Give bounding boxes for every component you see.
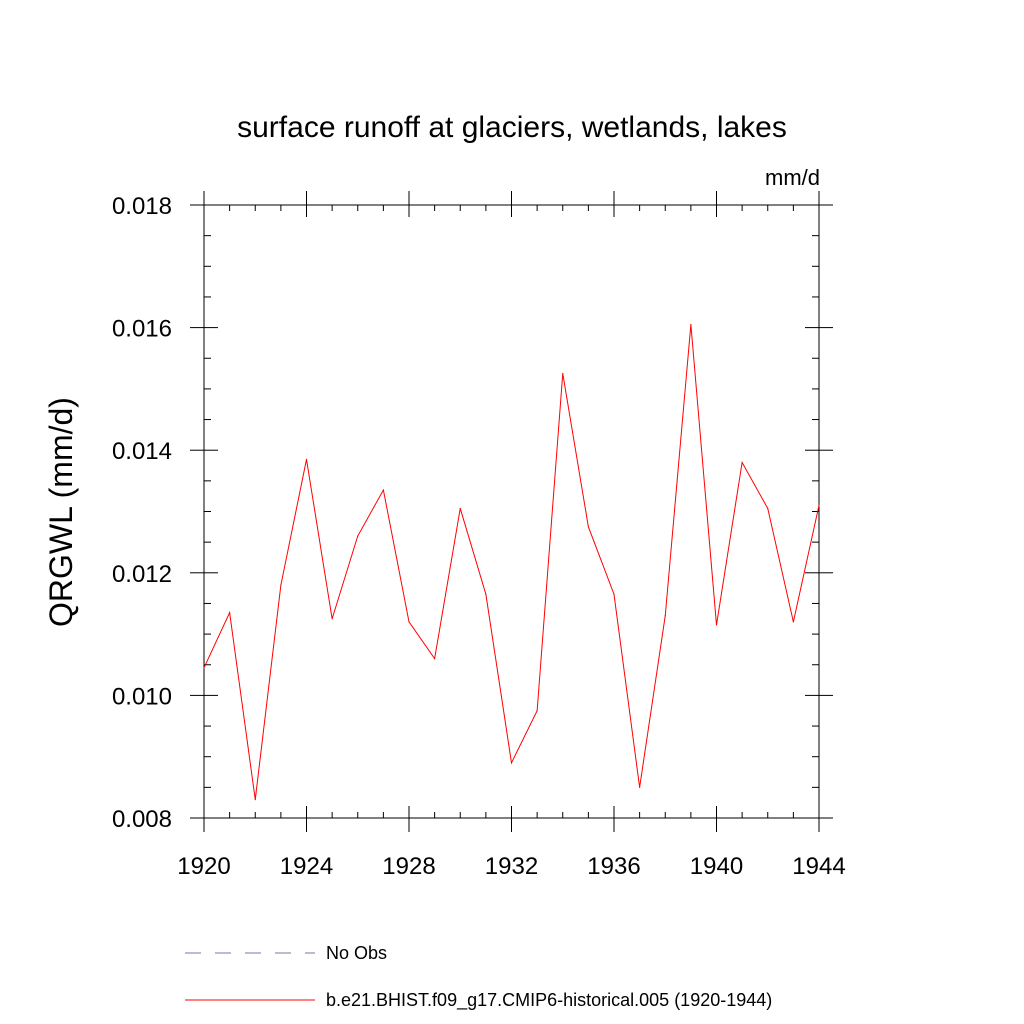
data-point bbox=[510, 762, 513, 764]
data-point bbox=[715, 624, 718, 626]
data-point bbox=[690, 323, 692, 326]
x-tick-label: 1928 bbox=[382, 853, 435, 880]
data-point bbox=[459, 507, 461, 510]
x-tick-label: 1936 bbox=[587, 853, 640, 880]
y-tick-label: 0.008 bbox=[112, 806, 172, 833]
y-tick-label: 0.014 bbox=[112, 438, 172, 465]
data-point bbox=[562, 372, 564, 375]
data-point bbox=[792, 621, 794, 623]
data-point bbox=[613, 593, 615, 595]
data-point bbox=[434, 658, 436, 660]
data-point bbox=[664, 615, 666, 617]
data-point bbox=[357, 535, 359, 537]
y-axis-label: QRGWL (mm/d) bbox=[43, 397, 79, 627]
data-point bbox=[587, 526, 589, 528]
y-tick-label: 0.010 bbox=[112, 683, 172, 710]
x-tick-label: 1932 bbox=[485, 853, 538, 880]
x-tick-label: 1920 bbox=[177, 853, 230, 880]
data-point bbox=[639, 786, 641, 788]
x-tick-label: 1944 bbox=[792, 853, 845, 880]
series-line-0 bbox=[203, 324, 820, 800]
data-point bbox=[818, 504, 820, 506]
data-point bbox=[485, 593, 487, 595]
x-tick-label: 1940 bbox=[690, 853, 743, 880]
data-point bbox=[408, 621, 410, 623]
axes: 1920 1924 1928 1932 1936 1940 1944 0.008 0.010 0.… bbox=[112, 191, 846, 880]
legend: No Obs b.e21.BHIST.f09_g17.CMIP6-histori… bbox=[185, 943, 772, 1011]
y-tick-label: 0.012 bbox=[112, 561, 172, 588]
x-tick-label: 1924 bbox=[280, 853, 333, 880]
data-point bbox=[331, 618, 333, 620]
legend-label-model: b.e21.BHIST.f09_g17.CMIP6-historical.005… bbox=[326, 990, 772, 1011]
legend-label-no-obs: No Obs bbox=[326, 943, 387, 963]
data-point bbox=[536, 710, 538, 712]
data-point bbox=[280, 584, 282, 586]
y-tick-label: 0.018 bbox=[112, 193, 172, 220]
data-point bbox=[382, 489, 384, 491]
units-label: mm/d bbox=[765, 165, 820, 190]
chart-title: surface runoff at glaciers, wetlands, la… bbox=[237, 111, 787, 144]
data-point bbox=[203, 667, 205, 669]
data-point bbox=[254, 799, 256, 801]
data-point bbox=[229, 612, 231, 614]
y-tick-label: 0.016 bbox=[112, 316, 172, 343]
data-point bbox=[741, 461, 743, 464]
data-point bbox=[305, 458, 308, 460]
series-layer bbox=[203, 323, 820, 801]
data-point bbox=[767, 507, 769, 510]
